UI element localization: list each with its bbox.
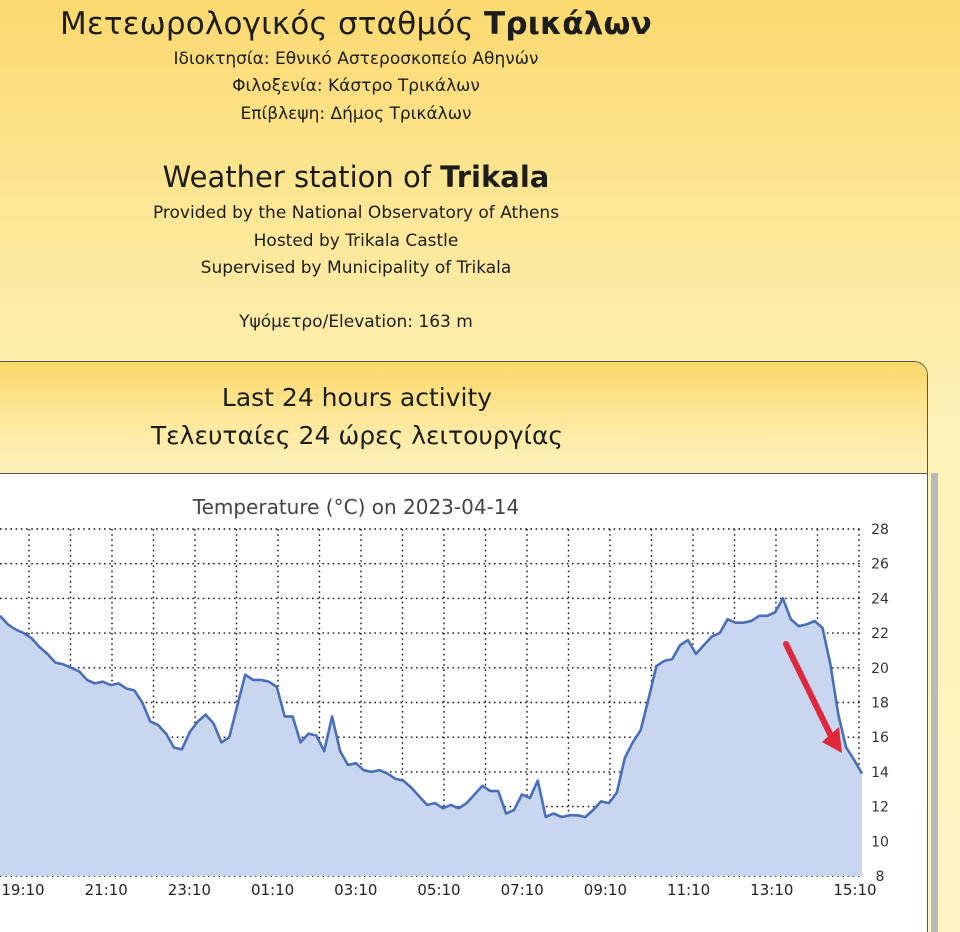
y-tick-label: 10: [871, 834, 889, 850]
x-tick-label: 01:10: [251, 881, 294, 899]
activity-title-english: Last 24 hours activity: [221, 383, 493, 412]
y-tick-label: 18: [871, 696, 889, 712]
x-tick-label: 21:10: [85, 881, 128, 899]
greek-host-line: Φιλοξενία: Κάστρο Τρικάλων: [232, 76, 480, 96]
y-tick-label: 12: [871, 800, 889, 816]
y-tick-label: 26: [871, 557, 889, 573]
x-tick-label: 19:10: [1, 881, 44, 899]
x-axis-ticks: 19:10 21:10 23:10 01:10 03:10 05:10 07:10 09:10…: [1, 881, 876, 899]
english-host-line: Hosted by Trikala Castle: [253, 231, 459, 251]
greek-station-title: Μετεωρολογικός σταθμός Τρικάλων: [59, 6, 653, 42]
x-tick-label: 05:10: [417, 881, 460, 899]
temperature-line: [0, 597, 864, 819]
arrow-shaft: [783, 641, 835, 741]
arrow-head: [822, 727, 842, 753]
y-tick-label: 28: [871, 522, 889, 538]
greek-owner-line: Ιδιοκτησία: Εθνικό Αστεροσκοπείο Αθηνών: [173, 49, 539, 69]
x-tick-label: 11:10: [667, 881, 710, 899]
english-owner-line: Provided by the National Observatory of …: [152, 203, 560, 223]
x-tick-label: 15:10: [833, 881, 876, 899]
y-axis-ticks: 8 10 12 14 16 18 20 22 24 26 28: [871, 522, 889, 885]
y-tick-label: 16: [871, 730, 889, 746]
panel-scrollbar[interactable]: [931, 473, 938, 932]
chart-title: Temperature (°C) on 2023-04-14: [192, 495, 520, 519]
english-station-title: Weather station of Trikala: [162, 160, 550, 194]
temperature-area: [0, 598, 862, 876]
greek-supervision-line: Επίβλεψη: Δήμος Τρικάλων: [240, 104, 472, 124]
x-tick-label: 09:10: [584, 881, 627, 899]
y-tick-label: 14: [871, 765, 889, 781]
y-tick-label: 24: [871, 591, 889, 607]
activity-panel-header: Last 24 hours activity Τελευταίες 24 ώρε…: [0, 362, 927, 474]
y-tick-label: 20: [871, 661, 889, 677]
y-tick-label: 22: [871, 626, 889, 642]
x-tick-label: 07:10: [501, 881, 544, 899]
x-tick-label: 03:10: [334, 881, 377, 899]
activity-title-greek: Τελευταίες 24 ώρες λειτουργίας: [150, 421, 564, 450]
x-tick-label: 23:10: [168, 881, 211, 899]
y-tick-label: 8: [876, 869, 885, 885]
trend-arrow: [783, 641, 842, 753]
elevation-line: Υψόμετρο/Elevation: 163 m: [239, 312, 473, 332]
english-supervision-line: Supervised by Municipality of Trikala: [200, 258, 512, 278]
temperature-chart: 8 10 12 14 16 18 20 22 24 26 28 19:10 21:10 23:10 01:…: [0, 522, 889, 899]
x-tick-label: 13:10: [750, 881, 793, 899]
